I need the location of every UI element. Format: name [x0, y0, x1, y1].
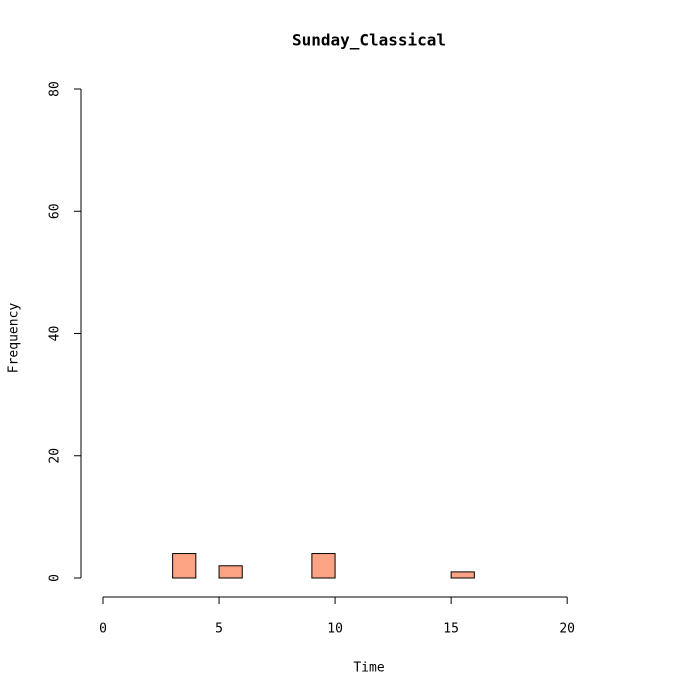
x-axis-label: Time [353, 661, 384, 676]
x-tick-label: 5 [215, 622, 223, 637]
x-tick-label: 15 [443, 622, 459, 637]
y-tick-label: 0 [48, 574, 63, 582]
y-tick-label: 60 [48, 203, 63, 219]
bar [218, 565, 243, 579]
bar [450, 571, 475, 579]
y-tick-label: 80 [48, 81, 63, 97]
y-tick-label: 20 [48, 448, 63, 464]
chart-title: Sunday_Classical [292, 31, 446, 50]
x-tick-label: 10 [327, 622, 343, 637]
y-axis-label: Frequency [7, 303, 22, 374]
y-tick-label: 40 [48, 326, 63, 342]
x-tick-label: 0 [99, 622, 107, 637]
bar [311, 553, 336, 579]
bar [172, 553, 197, 579]
x-tick-label: 20 [559, 622, 575, 637]
